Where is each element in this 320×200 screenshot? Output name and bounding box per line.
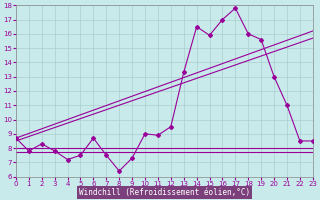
X-axis label: Windchill (Refroidissement éolien,°C): Windchill (Refroidissement éolien,°C) <box>79 188 250 197</box>
